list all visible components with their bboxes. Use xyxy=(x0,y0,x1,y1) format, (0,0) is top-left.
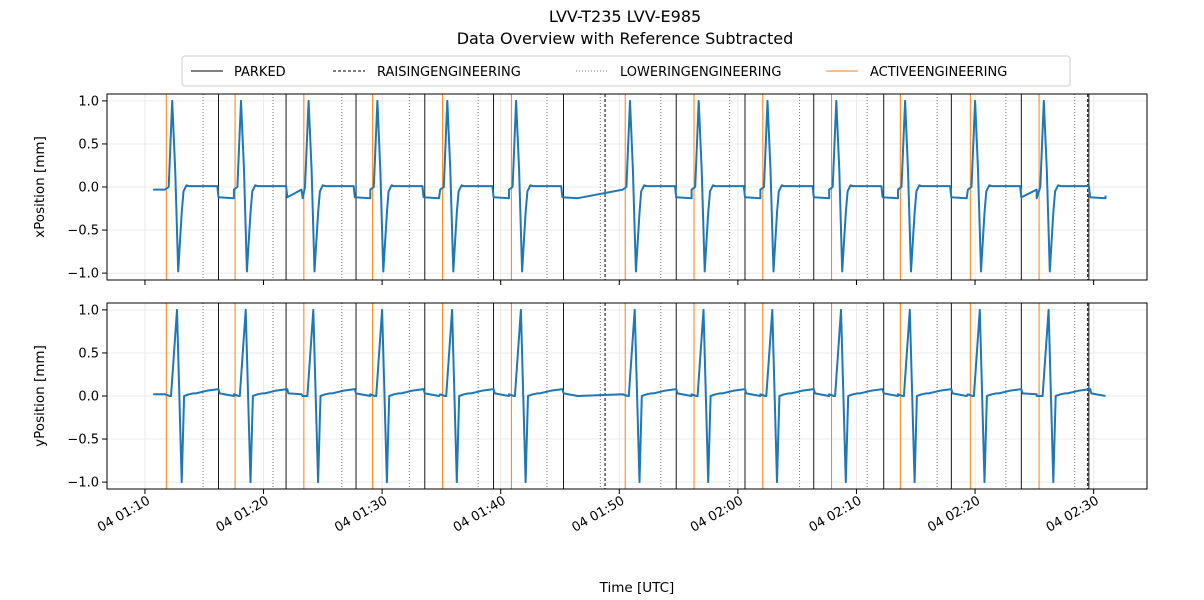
y-tick-label: −1.0 xyxy=(67,476,99,491)
x-tick-label: 04 01:20 xyxy=(214,493,272,535)
y-tick-label: 0.0 xyxy=(78,390,99,405)
x-tick-label: 04 02:20 xyxy=(925,493,983,535)
x-tick-label: 04 01:40 xyxy=(451,493,509,535)
y-tick-label: 0.5 xyxy=(78,137,99,152)
series-line xyxy=(153,308,1106,484)
y-tick-label: −0.5 xyxy=(67,224,99,239)
x-tick-label: 04 01:30 xyxy=(332,493,390,535)
x-tick-label: 04 01:50 xyxy=(569,493,627,535)
chart-subtitle: Data Overview with Reference Subtracted xyxy=(457,29,794,48)
x-axis-label: Time [UTC] xyxy=(599,580,675,596)
legend-label-raising: RAISINGENGINEERING xyxy=(377,65,521,80)
x-tick-label: 04 01:10 xyxy=(95,493,153,535)
x-tick-label: 04 02:30 xyxy=(1044,493,1102,535)
y-tick-label: 1.0 xyxy=(78,94,99,109)
legend: PARKED RAISINGENGINEERING LOWERINGENGINE… xyxy=(181,55,1071,87)
y-tick-label: −1.0 xyxy=(67,267,99,282)
y-tick-label: −0.5 xyxy=(67,433,99,448)
xposition-panel: −1.0 −0.5 0.0 0.5 1.0 xPosition [mm] xyxy=(32,93,1148,285)
chart-title: LVV-T235 LVV-E985 xyxy=(549,7,701,26)
yposition-panel: −1.0 −0.5 0.0 0.5 1.0 yPosition [mm] 04 01:10 0… xyxy=(32,302,1148,536)
y-tick-label: 0.0 xyxy=(78,181,99,196)
x-tick-label: 04 02:10 xyxy=(807,493,865,535)
y-axis-label: yPosition [mm] xyxy=(32,345,48,447)
legend-label-parked: PARKED xyxy=(234,65,286,80)
series-line xyxy=(153,99,1107,273)
legend-frame xyxy=(181,55,1071,87)
legend-label-active: ACTIVEENGINEERING xyxy=(870,65,1007,80)
y-tick-label: 1.0 xyxy=(78,303,99,318)
y-axis-label: xPosition [mm] xyxy=(32,136,48,238)
legend-label-lowering: LOWERINGENGINEERING xyxy=(620,65,781,80)
y-tick-label: 0.5 xyxy=(78,346,99,361)
x-tick-label: 04 02:00 xyxy=(688,493,746,535)
